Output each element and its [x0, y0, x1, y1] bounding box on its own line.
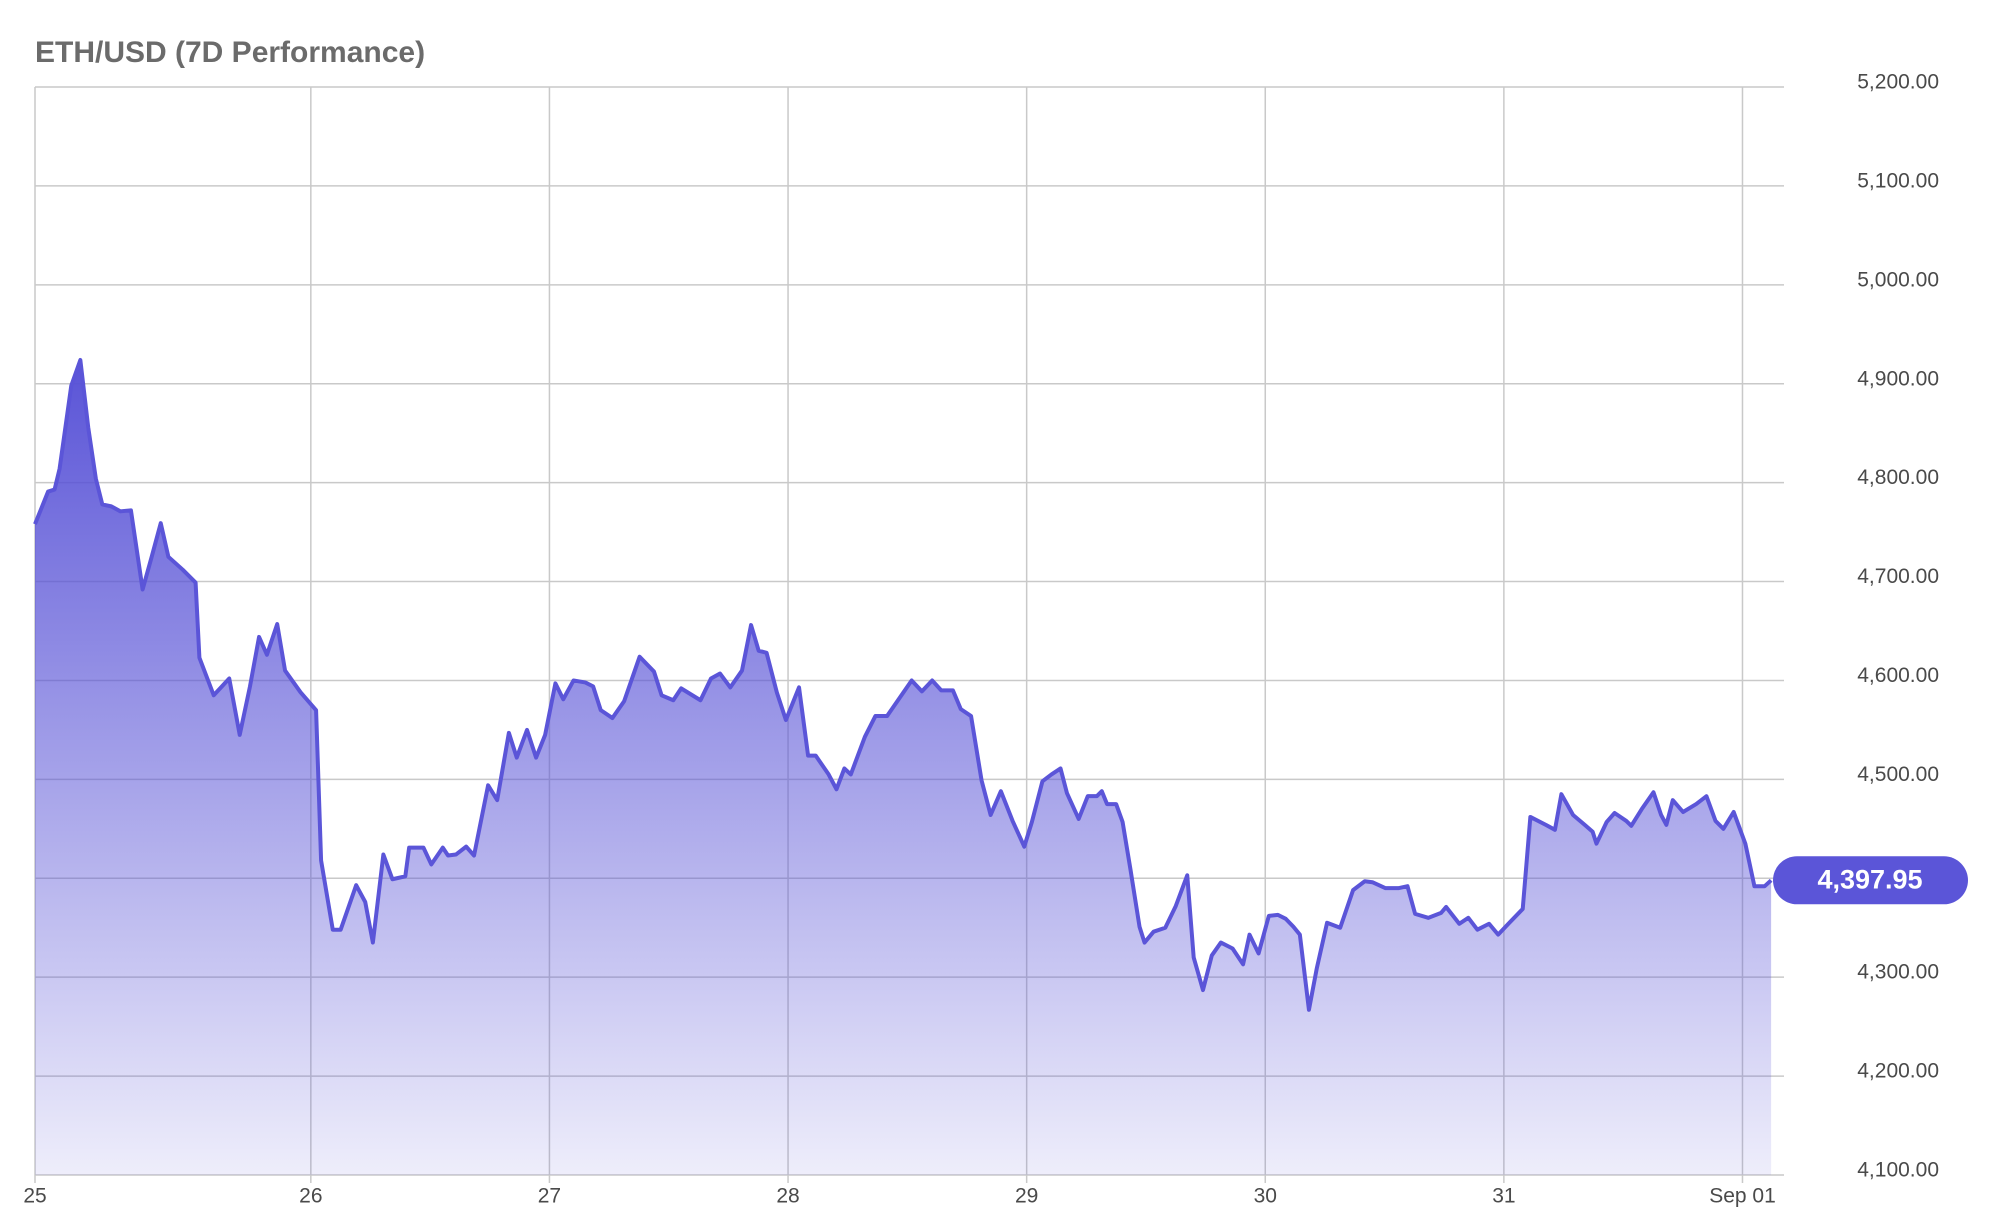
y-tick-label: 5,200.00	[1857, 71, 1939, 94]
y-tick-label: 4,300.00	[1857, 961, 1939, 984]
y-tick-label: 4,500.00	[1857, 763, 1939, 786]
y-tick-label: 4,200.00	[1857, 1060, 1939, 1083]
last-price-label: 4,397.95	[1817, 864, 1922, 894]
x-tick-label: 29	[1015, 1185, 1038, 1208]
area-fill	[35, 359, 1772, 1175]
x-tick-label: 30	[1254, 1185, 1277, 1208]
y-tick-label: 4,800.00	[1857, 466, 1939, 489]
y-tick-label: 4,900.00	[1857, 367, 1939, 390]
x-tick-label: 25	[23, 1185, 46, 1208]
x-tick-label: 31	[1492, 1185, 1515, 1208]
y-tick-label: 4,100.00	[1857, 1159, 1939, 1182]
y-tick-label: 4,700.00	[1857, 565, 1939, 588]
y-tick-label: 5,100.00	[1857, 169, 1939, 192]
x-tick-label: Sep 01	[1709, 1185, 1776, 1208]
x-tick-label: 26	[299, 1185, 322, 1208]
x-tick-label: 27	[538, 1185, 561, 1208]
x-tick-label: 28	[776, 1185, 799, 1208]
price-line	[33, 357, 1773, 1012]
last-price-badge: 4,397.95	[1773, 856, 1968, 905]
last-price-bg	[1773, 856, 1968, 905]
chart-title: ETH/USD (7D Performance)	[35, 36, 425, 69]
y-tick-label: 4,600.00	[1857, 664, 1939, 687]
y-tick-label: 5,000.00	[1857, 268, 1939, 291]
